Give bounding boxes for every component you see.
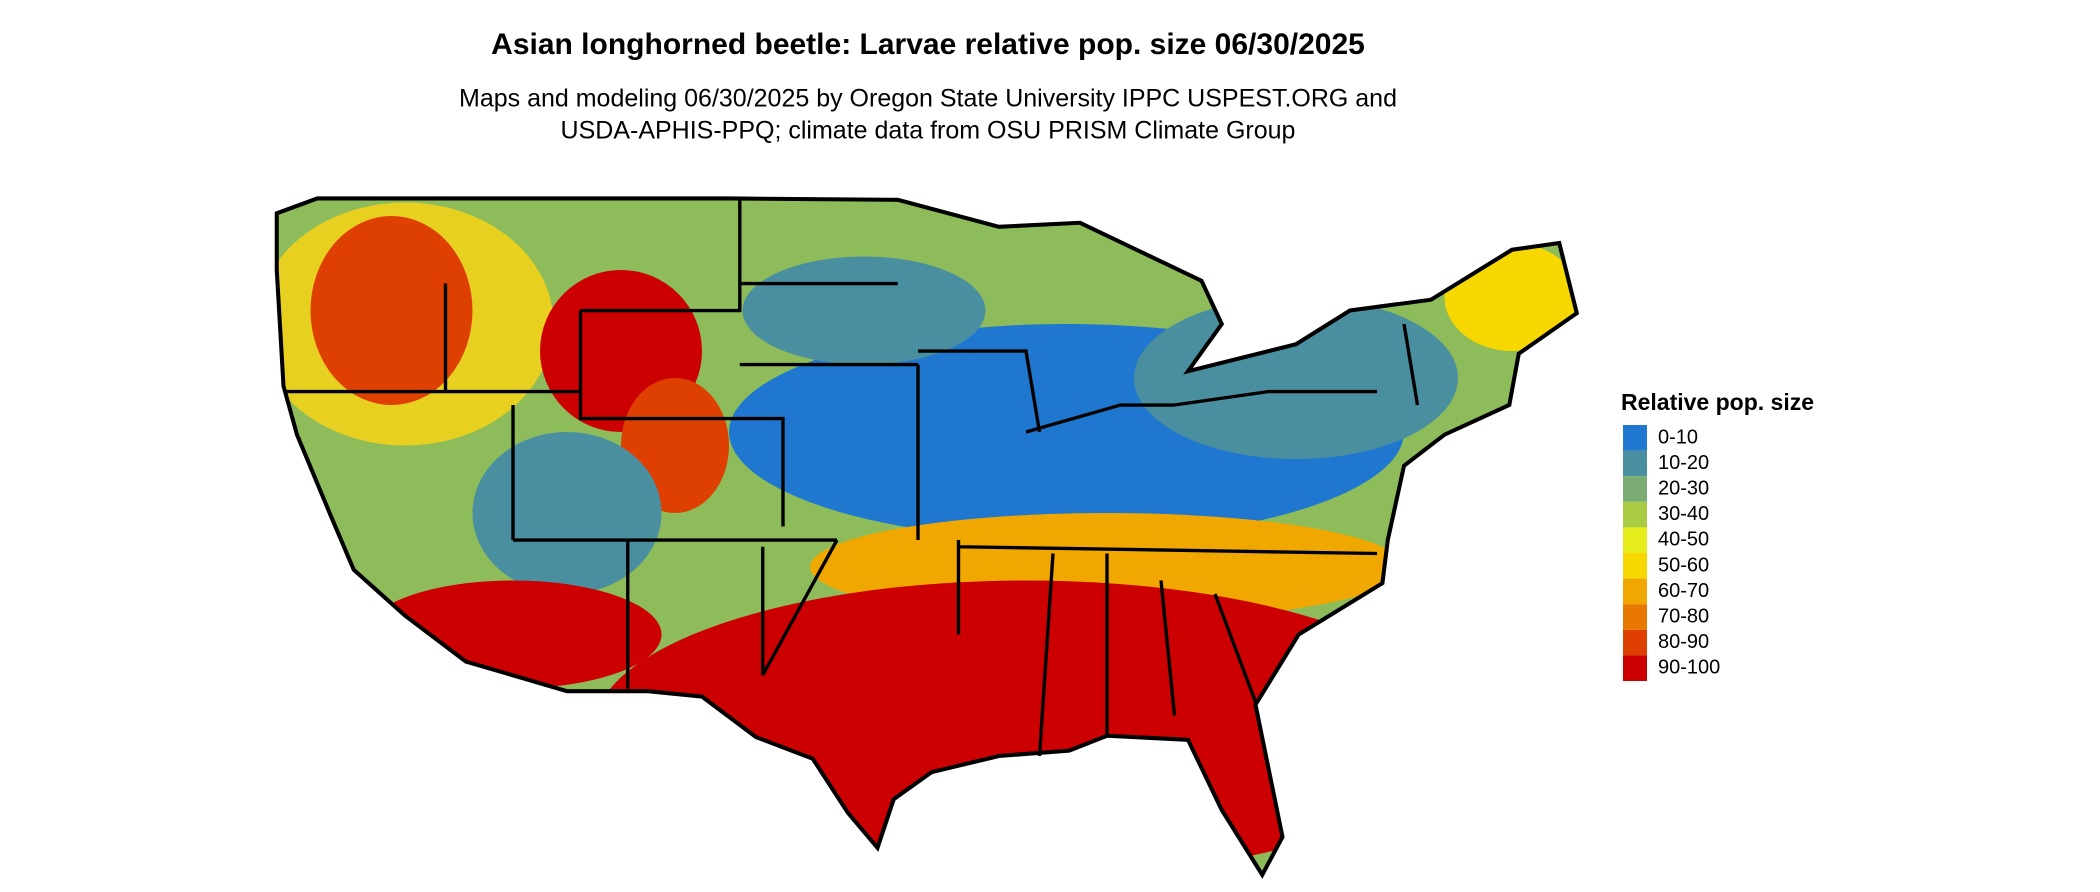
legend-label: 90-100 bbox=[1658, 657, 1720, 679]
legend-swatch bbox=[1623, 629, 1647, 656]
legend-label: 0-10 bbox=[1658, 426, 1698, 448]
legend-label: 30-40 bbox=[1658, 503, 1709, 525]
subtitle: USDA-APHIS-PPQ; climate data from OSU PR… bbox=[561, 117, 1296, 145]
legend-swatch bbox=[1623, 425, 1647, 451]
legend-title: Relative pop. size bbox=[1621, 389, 1814, 415]
legend-swatch bbox=[1623, 476, 1647, 502]
legend-swatch bbox=[1623, 527, 1647, 553]
legend-swatch bbox=[1623, 450, 1647, 477]
title: Asian longhorned beetle: Larvae relative… bbox=[491, 28, 1365, 61]
legend-label: 70-80 bbox=[1658, 605, 1709, 627]
legend: 0-10 10-20 20-30 30-40 40-50 50-60 60-70 70-80 8… bbox=[1623, 425, 1720, 681]
legend-label: 20-30 bbox=[1658, 477, 1709, 499]
legend-swatch bbox=[1623, 604, 1647, 630]
legend-label: 80-90 bbox=[1658, 631, 1709, 653]
legend-swatch bbox=[1623, 553, 1647, 579]
legend-label: 50-60 bbox=[1658, 554, 1709, 576]
map bbox=[257, 176, 1607, 892]
legend-swatch bbox=[1623, 578, 1647, 605]
legend-label: 10-20 bbox=[1658, 452, 1709, 474]
legend-swatch bbox=[1623, 655, 1647, 681]
subtitle: Maps and modeling 06/30/2025 by Oregon S… bbox=[459, 85, 1397, 113]
legend-swatch bbox=[1623, 501, 1647, 528]
legend-label: 40-50 bbox=[1658, 529, 1709, 551]
legend-label: 60-70 bbox=[1658, 580, 1709, 602]
